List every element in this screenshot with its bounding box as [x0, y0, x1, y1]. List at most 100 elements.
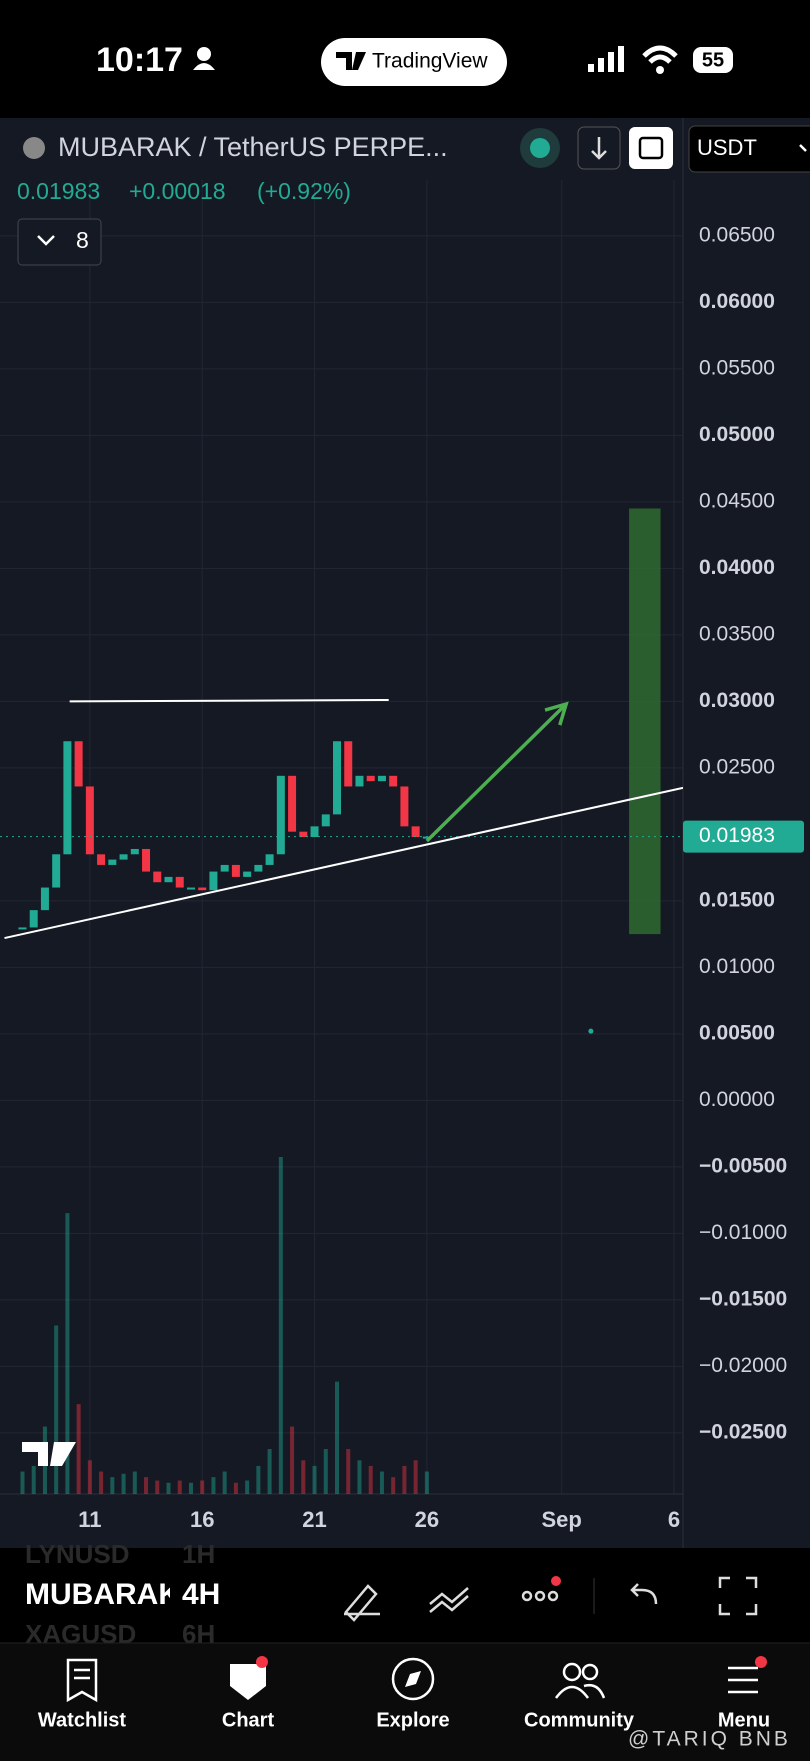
support-line: [4, 786, 683, 940]
download-button[interactable]: [577, 126, 621, 170]
candle: [29, 910, 38, 928]
volume-bar: [110, 1477, 115, 1494]
time-axis: 11 16 21 26 Sep 6: [78, 1507, 680, 1532]
marker: [588, 1028, 594, 1034]
candle: [85, 786, 94, 855]
y-tick-label: 0.00500: [699, 1021, 775, 1044]
indicators-button[interactable]: [429, 1587, 469, 1613]
undo-button[interactable]: [630, 1583, 658, 1605]
volume-bar: [76, 1404, 81, 1494]
x-tick-label: 11: [78, 1507, 101, 1532]
volume-bar: [87, 1460, 92, 1494]
indicators-count: 8: [76, 227, 89, 253]
candle: [288, 775, 297, 832]
time: 10:17: [96, 41, 183, 79]
candle: [310, 826, 319, 837]
y-tick-label: 0.06000: [699, 290, 775, 313]
target-zone: [629, 508, 661, 935]
fullscreen-button[interactable]: [718, 1576, 758, 1616]
candle: [186, 887, 195, 890]
currency-select[interactable]: [688, 125, 810, 173]
resistance-line: [69, 699, 389, 703]
y-tick-label: 0.04500: [699, 489, 775, 512]
candle: [209, 871, 218, 891]
more-button[interactable]: [521, 1590, 559, 1602]
volume-bar: [200, 1480, 205, 1494]
candle: [355, 775, 364, 787]
volume-bar: [31, 1465, 36, 1494]
person-icon: [197, 47, 211, 61]
candle: [63, 741, 72, 855]
x-tick-label: 16: [190, 1507, 214, 1532]
y-tick-label: 0.00000: [699, 1088, 775, 1111]
tab-label[interactable]: Chart: [222, 1709, 275, 1731]
plot: [0, 180, 683, 1494]
volume-bar: [166, 1482, 171, 1494]
volume-bar: [368, 1465, 373, 1494]
battery-level: 55: [702, 49, 724, 71]
person-icon: [193, 63, 215, 70]
candle: [153, 871, 162, 883]
tab-label[interactable]: Explore: [376, 1709, 449, 1731]
tab-bar: [0, 1643, 810, 1761]
toolbar-symbol[interactable]: MUBARAK: [25, 1578, 180, 1611]
y-tick-label: 0.06500: [699, 223, 775, 246]
coin-icon: [23, 137, 45, 159]
volume-bar: [54, 1325, 59, 1494]
volume-bar: [424, 1471, 429, 1494]
volume-bar: [379, 1471, 384, 1494]
indicators-toggle[interactable]: [17, 218, 102, 266]
volume-bar: [402, 1465, 407, 1494]
candle: [74, 741, 83, 787]
chevron: [799, 144, 807, 152]
candle: [130, 848, 139, 855]
battery-icon: [693, 47, 733, 73]
prev-symbol: LYNUSD: [25, 1539, 130, 1569]
symbol-clip: MUBARAK: [25, 1578, 180, 1611]
candle: [52, 854, 61, 888]
tab-label[interactable]: Community: [524, 1709, 635, 1731]
volume-bar: [233, 1482, 238, 1494]
chart-area: [0, 118, 810, 1548]
signal-icon: [588, 46, 624, 72]
last-price: 0.01983: [17, 178, 100, 204]
symbol-title[interactable]: MUBARAK / TetherUS PERPE...: [58, 132, 448, 162]
volume-bar: [312, 1465, 317, 1494]
volume-bar: [335, 1381, 340, 1494]
toolbar-interval[interactable]: 4H: [182, 1578, 220, 1611]
chart-icon: [230, 1664, 266, 1700]
volume-bar: [155, 1480, 160, 1494]
x-tick-label: 6: [668, 1507, 680, 1532]
volume-bar: [301, 1460, 306, 1494]
candle: [299, 831, 308, 837]
volume-bar: [290, 1426, 295, 1494]
volume-bar: [267, 1449, 272, 1494]
y-tick-label: 0.05500: [699, 356, 775, 379]
arrow-line: [425, 702, 568, 843]
y-tick-label: −0.01000: [699, 1221, 787, 1244]
volume-bar: [20, 1471, 25, 1494]
candle: [411, 826, 420, 837]
y-tick-label: −0.02500: [699, 1420, 787, 1443]
tab-label[interactable]: Watchlist: [38, 1709, 126, 1731]
volume-bar: [256, 1465, 261, 1494]
x-tick-label: 21: [302, 1507, 326, 1532]
candle: [265, 854, 274, 865]
y-tick-label: 0.01500: [699, 888, 775, 911]
candle: [164, 876, 173, 883]
volume-bar: [222, 1471, 227, 1494]
y-tick-label: 0.02500: [699, 755, 775, 778]
app-pill[interactable]: [321, 38, 507, 86]
tv-watermark-logo: [22, 1442, 76, 1466]
volume-bar: [65, 1213, 70, 1494]
tab-label[interactable]: Menu: [718, 1709, 770, 1731]
y-tick-label: 0.03500: [699, 622, 775, 645]
candle: [231, 864, 240, 877]
draw-button[interactable]: [344, 1584, 380, 1622]
candle: [377, 775, 386, 782]
candle: [366, 775, 375, 782]
compare-button[interactable]: [629, 127, 673, 169]
y-tick-label: 0.03000: [699, 689, 775, 712]
price-change-pct: (+0.92%): [257, 178, 351, 204]
